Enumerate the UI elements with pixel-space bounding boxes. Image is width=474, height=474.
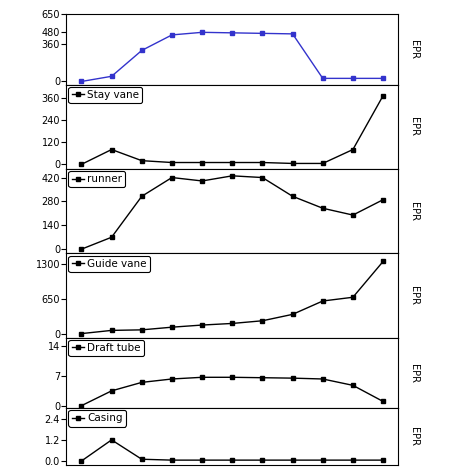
Y-axis label: EPR: EPR <box>409 364 419 383</box>
Y-axis label: EPR: EPR <box>409 286 419 305</box>
Legend: Guide vane: Guide vane <box>68 255 150 272</box>
Legend: Stay vane: Stay vane <box>68 87 142 103</box>
Legend: Casing: Casing <box>68 410 126 427</box>
Y-axis label: EPR: EPR <box>409 40 419 59</box>
Legend: Draft tube: Draft tube <box>68 340 144 356</box>
Y-axis label: EPR: EPR <box>409 427 419 446</box>
Y-axis label: EPR: EPR <box>409 202 419 221</box>
Y-axis label: EPR: EPR <box>409 117 419 137</box>
Legend: runner: runner <box>68 171 125 187</box>
